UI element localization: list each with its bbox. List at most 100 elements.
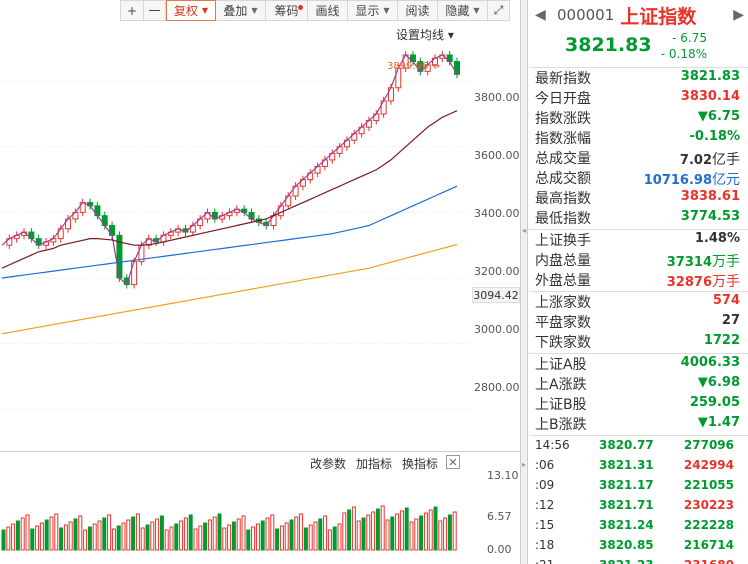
volume-bar — [35, 525, 40, 551]
quote-label: 总成交量 — [535, 151, 591, 167]
quote-value: 27 — [722, 313, 740, 328]
quote-value: 3821.83 — [681, 69, 740, 84]
volume-bar — [150, 521, 155, 551]
volume-bar — [318, 518, 323, 551]
tick-time: :18 — [535, 538, 555, 552]
quote-number: -0.18% — [689, 129, 741, 144]
volume-bar — [361, 517, 366, 551]
zoom-out-button[interactable]: 一 — [144, 0, 166, 21]
adjust-rights-dropdown[interactable]: 复权 ▼ — [166, 0, 216, 21]
collapse-icon[interactable]: ◂ — [522, 226, 527, 235]
quote-row: 最低指数 3774.53 — [529, 208, 748, 228]
overlay-dropdown[interactable]: 叠加 ▼ — [216, 0, 266, 21]
quote-label: 指数涨跌 — [535, 111, 591, 127]
pane-divider[interactable] — [0, 451, 520, 452]
volume-chart[interactable] — [0, 470, 520, 564]
volume-bar — [275, 528, 280, 551]
tick-row: :21 3821.23 231680 — [529, 558, 748, 564]
read-button[interactable]: 阅读 — [398, 0, 438, 21]
volume-bar — [217, 513, 222, 551]
volume-bar — [428, 509, 433, 551]
panel-splitter[interactable]: ◂ ▸ — [520, 0, 528, 564]
quote-row: 今日开盘 3830.14 — [529, 88, 748, 108]
quote-label: 总成交额 — [535, 171, 591, 187]
quote-label: 上证A股 — [535, 357, 587, 373]
quote-header: ◀ 000001 上证指数 ▶ — [529, 0, 748, 30]
fullscreen-icon[interactable]: ⤢ — [488, 0, 510, 21]
tick-price: 3821.31 — [599, 458, 654, 472]
tick-time: :06 — [535, 458, 555, 472]
volume-bar — [222, 527, 227, 551]
volume-bar — [63, 524, 68, 551]
volume-bar — [164, 529, 169, 551]
volume-bar — [433, 506, 438, 551]
volume-bar — [342, 512, 347, 551]
volume-bar — [419, 515, 424, 551]
previous-icon[interactable]: ◀ — [535, 7, 546, 23]
set-ma-button[interactable]: 设置均线 ▾ — [396, 28, 454, 42]
display-dropdown[interactable]: 显示 ▼ — [348, 0, 398, 21]
quote-row: 平盘家数 27 — [529, 312, 748, 332]
tick-time: :15 — [535, 518, 555, 532]
index-code: 000001 — [557, 6, 615, 24]
volume-bar — [44, 519, 49, 551]
quote-row: 最新指数 3821.83 — [529, 68, 748, 88]
tick-volume: 221055 — [683, 478, 734, 492]
quote-label: 今日开盘 — [535, 91, 591, 107]
zoom-in-button[interactable]: + — [120, 0, 144, 21]
quote-value: 4006.33 — [681, 355, 740, 370]
volume-bar — [54, 513, 59, 551]
next-icon[interactable]: ▶ — [733, 7, 744, 23]
volume-bar — [78, 515, 83, 551]
notification-dot — [298, 5, 303, 10]
kline-chart[interactable] — [0, 22, 520, 450]
volume-tick-label: 0.00 — [487, 543, 512, 556]
volume-bar — [111, 528, 116, 551]
volume-bar — [265, 517, 270, 551]
close-icon[interactable]: ✕ — [446, 455, 460, 469]
quote-row: 上证A股 4006.33 — [529, 354, 748, 374]
quote-number: 3830.14 — [680, 89, 740, 104]
draw-line-button[interactable]: 画线 — [308, 0, 348, 21]
quote-label: 内盘总量 — [535, 253, 591, 269]
volume-bar — [313, 521, 318, 551]
volume-bar — [188, 514, 193, 551]
quote-value: 259.05 — [690, 395, 740, 410]
y-tick-label: 3000.00 — [474, 323, 520, 336]
add-indicator-button[interactable]: 加指标 — [356, 457, 393, 471]
chip-distribution-button[interactable]: 筹码 — [266, 0, 308, 21]
volume-bar — [241, 515, 246, 551]
quote-row: 上证B股 259.05 — [529, 394, 748, 414]
quote-number: 259.05 — [689, 395, 740, 410]
collapse-icon[interactable]: ▸ — [522, 460, 527, 469]
volume-bar — [116, 525, 121, 551]
volume-bar — [438, 520, 443, 551]
tick-volume: 242994 — [683, 458, 734, 472]
quote-number: 4006.33 — [680, 355, 740, 370]
hide-dropdown[interactable]: 隐藏 ▼ — [438, 0, 488, 21]
quote-label: 最低指数 — [535, 211, 591, 227]
quote-number: 7.02 — [679, 153, 712, 168]
tick-row: 14:56 3820.77 277096 — [529, 438, 748, 458]
quote-value: 7.02亿手 — [680, 149, 740, 169]
volume-tick-label: 13.10 — [487, 469, 519, 482]
tick-price: 3821.71 — [599, 498, 654, 512]
volume-bar — [347, 509, 352, 551]
divider — [529, 229, 748, 230]
quote-label: 上A涨跌 — [535, 377, 587, 393]
volume-bar — [404, 507, 409, 551]
chevron-down-icon: ▼ — [251, 6, 258, 15]
volume-bar — [423, 512, 428, 551]
y-tick-label: 3400.00 — [474, 207, 520, 220]
volume-bar — [231, 521, 236, 551]
tick-time: :21 — [535, 558, 554, 564]
volume-bar — [107, 514, 112, 551]
quote-row: 外盘总量 32876万手 — [529, 270, 748, 290]
change-params-button[interactable]: 改参数 — [310, 457, 347, 471]
tick-price: 3820.77 — [599, 438, 654, 452]
ma-line — [1, 185, 458, 279]
volume-bar — [303, 527, 308, 551]
tick-volume: 277096 — [683, 438, 734, 452]
quote-row: 指数涨跌 ▼6.75 — [529, 108, 748, 128]
switch-indicator-button[interactable]: 换指标 — [402, 457, 439, 471]
